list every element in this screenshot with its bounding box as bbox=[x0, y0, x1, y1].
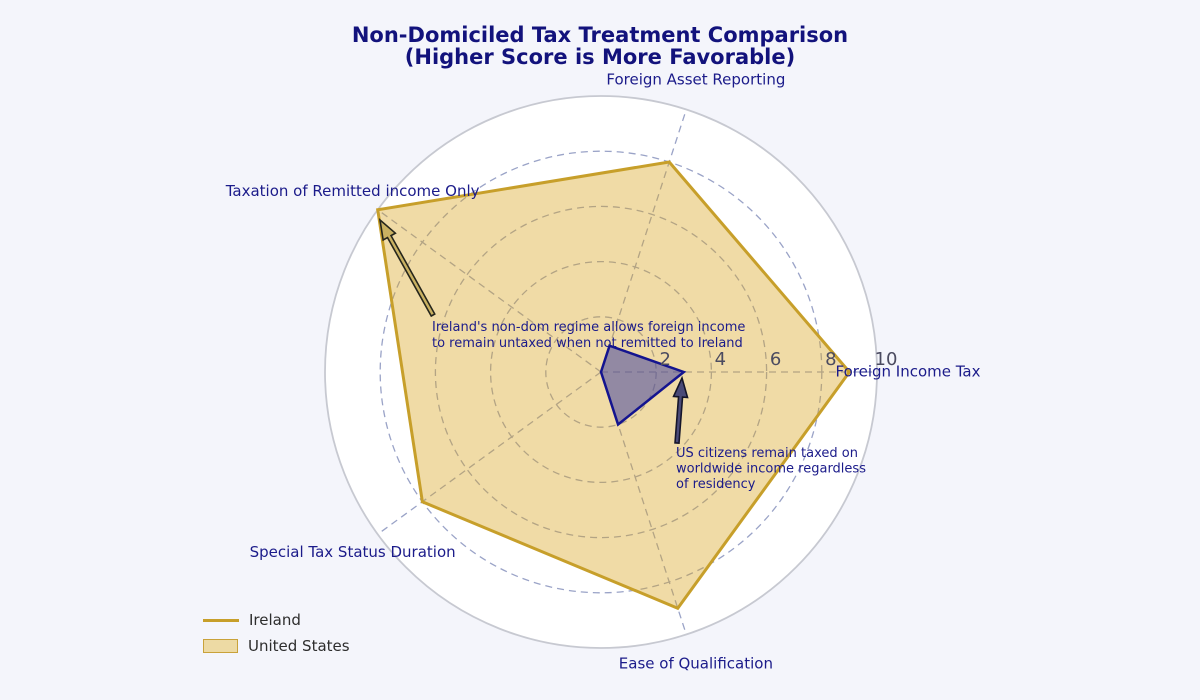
chart-title-line1: Non-Domiciled Tax Treatment Comparison bbox=[351, 23, 849, 47]
r-tick-label-4: 4 bbox=[715, 349, 726, 370]
grid-circle-r6 bbox=[434, 205, 768, 539]
ireland-note-arrow bbox=[378, 217, 436, 318]
legend: Ireland United States bbox=[203, 607, 350, 659]
legend-item-ireland: Ireland bbox=[203, 607, 350, 633]
r-tick-label-10: 10 bbox=[875, 349, 898, 370]
axis-label-ease-of-qualification: Ease of Qualification bbox=[619, 654, 773, 672]
us-note-arrow bbox=[672, 375, 689, 445]
axis-label-taxation-of-remitted-income-only: Taxation of Remitted income Only bbox=[225, 182, 480, 200]
r-tick-label-2: 2 bbox=[659, 349, 670, 370]
legend-label-ireland: Ireland bbox=[249, 611, 301, 629]
axis-label-special-tax-status-duration: Special Tax Status Duration bbox=[250, 543, 456, 561]
us-note-text-line-3: of residency bbox=[676, 477, 756, 492]
axis-spoke-3 bbox=[377, 371, 602, 535]
chart-title: Non-Domiciled Tax Treatment Comparison (… bbox=[0, 24, 1200, 68]
ireland-note-text-line-2: to remain untaxed when not remitted to I… bbox=[432, 336, 743, 351]
united-states-patch-swatch bbox=[203, 639, 238, 653]
chart-title-line2: (Higher Score is More Favorable) bbox=[404, 45, 796, 69]
legend-label-united-states: United States bbox=[248, 637, 350, 655]
r-tick-label-8: 8 bbox=[825, 349, 836, 370]
polar-spine bbox=[324, 95, 878, 649]
axis-label-foreign-asset-reporting: Foreign Asset Reporting bbox=[606, 71, 785, 89]
us-note-text-line-2: worldwide income regardless bbox=[676, 462, 866, 477]
axis-spoke-4 bbox=[600, 371, 687, 635]
ireland-line-swatch bbox=[203, 618, 239, 622]
united-states-series-polygon bbox=[599, 344, 687, 427]
axis-label-foreign-income-tax: Foreign Income Tax bbox=[835, 363, 980, 381]
legend-item-united-states: United States bbox=[203, 633, 350, 659]
us-note-text-line-1: US citizens remain taxed on bbox=[676, 446, 858, 461]
axis-spoke-1 bbox=[600, 109, 687, 373]
r-tick-label-6: 6 bbox=[770, 349, 781, 370]
axis-spoke-2 bbox=[377, 209, 602, 373]
ireland-note-text-line-1: Ireland's non-dom regime allows foreign … bbox=[432, 320, 745, 335]
